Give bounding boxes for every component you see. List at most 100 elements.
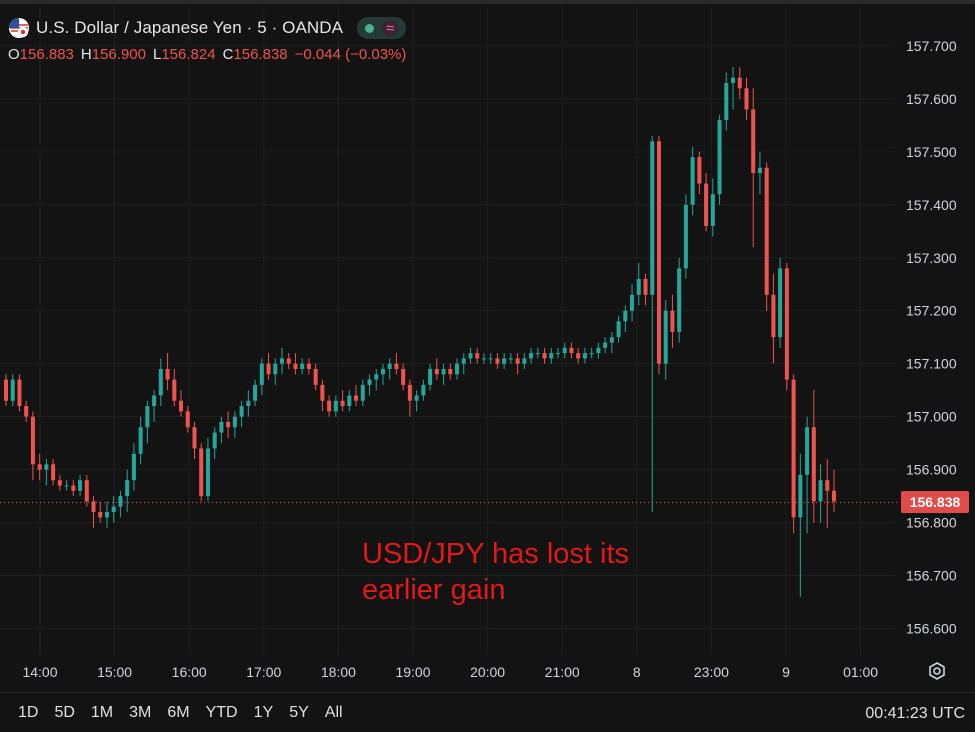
candle [805,416,810,534]
candle-body [354,395,359,401]
change-value: −0.044 (−0.03%) [294,46,407,63]
range-button-all[interactable]: All [324,703,343,721]
candle-body [778,268,783,338]
y-tick-label: 157.600 [906,91,957,107]
candle-body [744,88,749,110]
gear-icon[interactable] [927,661,947,681]
candle [57,474,62,491]
y-tick-label: 157.300 [906,250,957,266]
candle [784,263,789,391]
y-tick-label: 156.600 [906,621,957,637]
range-button-5d[interactable]: 5D [54,703,75,721]
candle-body [481,358,486,360]
candle-body [387,363,392,369]
candle [84,474,89,507]
candle [273,358,278,385]
candle [603,337,608,354]
candle-body [798,474,803,518]
range-button-1d[interactable]: 1D [18,703,39,721]
candle [367,374,372,396]
candle-body [529,353,534,359]
candle [663,300,668,380]
high-label: H [80,46,92,63]
range-button-3m[interactable]: 3M [129,703,152,721]
candle [717,114,722,205]
candle [279,347,285,375]
candle-body [831,490,837,502]
candle-body [576,353,581,359]
candle [825,459,830,528]
candle-body [731,77,736,83]
candle-body [104,511,109,518]
candle [30,411,35,481]
candle [44,459,49,486]
candle [414,390,419,412]
candle [811,390,816,523]
candle-body [212,432,217,449]
x-tick-label: 19:00 [395,664,430,680]
candle [300,358,305,375]
candle-body [475,353,480,359]
candlestick-chart[interactable]: 157.700 157.600 157.500 157.400 157.300 157.2… [0,0,975,692]
candle-body [784,268,789,380]
range-button-6m[interactable]: 6M [167,703,190,721]
candle-body [468,353,473,359]
close-label: C [222,46,234,63]
candle-body [273,363,278,375]
candle-body [125,480,130,497]
y-tick-label: 157.200 [906,303,957,319]
x-tick-label: 23:00 [694,664,729,680]
candle-body [145,406,150,428]
candle-body [232,416,237,428]
open-value: 156.883 [19,46,74,63]
candle-body [401,368,406,385]
candle-body [199,448,204,497]
range-button-ytd[interactable]: YTD [205,703,238,721]
chart-header: U.S. Dollar / Japanese Yen · 5 · OANDA ≈ [8,14,407,42]
candle [751,88,756,248]
candle-body [165,368,170,380]
candle [555,347,561,359]
candle-body [515,358,520,364]
candle [623,305,628,332]
candle-body [313,368,318,385]
y-tick-label: 157.100 [906,356,957,372]
symbol-title[interactable]: U.S. Dollar / Japanese Yen · 5 · OANDA [36,18,344,37]
candle-body [407,384,412,401]
candle-body [771,294,776,338]
candle [434,358,439,380]
candle [502,353,507,369]
x-tick-label: 14:00 [22,664,57,680]
utc-clock[interactable]: 00:41:23 UTC [865,705,965,722]
candle-body [259,363,264,385]
range-button-1m[interactable]: 1M [90,703,114,721]
candle [636,263,641,306]
candle [212,427,217,460]
range-button-5y[interactable]: 5Y [289,703,309,721]
candle-body [542,353,547,359]
range-button-1y[interactable]: 1Y [253,703,274,721]
x-tick-label: 16:00 [172,664,207,680]
candle [677,257,682,343]
candle [104,501,109,528]
candle [455,358,460,380]
candle [656,135,661,375]
high-value: 156.900 [91,46,146,63]
candle [508,353,513,364]
candle-body [636,278,641,295]
market-status-pill[interactable]: ≈ [357,17,407,39]
last-price-tag: 156.838 [901,491,969,514]
y-tick-label: 157.000 [906,409,957,425]
candle-body [751,109,756,174]
candle-body [724,82,729,121]
candle [744,77,749,121]
us-jp-flag-icon [8,17,30,39]
candle-body [441,368,446,375]
candle [448,363,453,380]
candle-body [57,480,62,486]
candle [421,379,426,401]
candle [259,358,264,396]
candle-body [596,347,601,354]
candle [131,443,136,491]
candle [158,358,163,407]
